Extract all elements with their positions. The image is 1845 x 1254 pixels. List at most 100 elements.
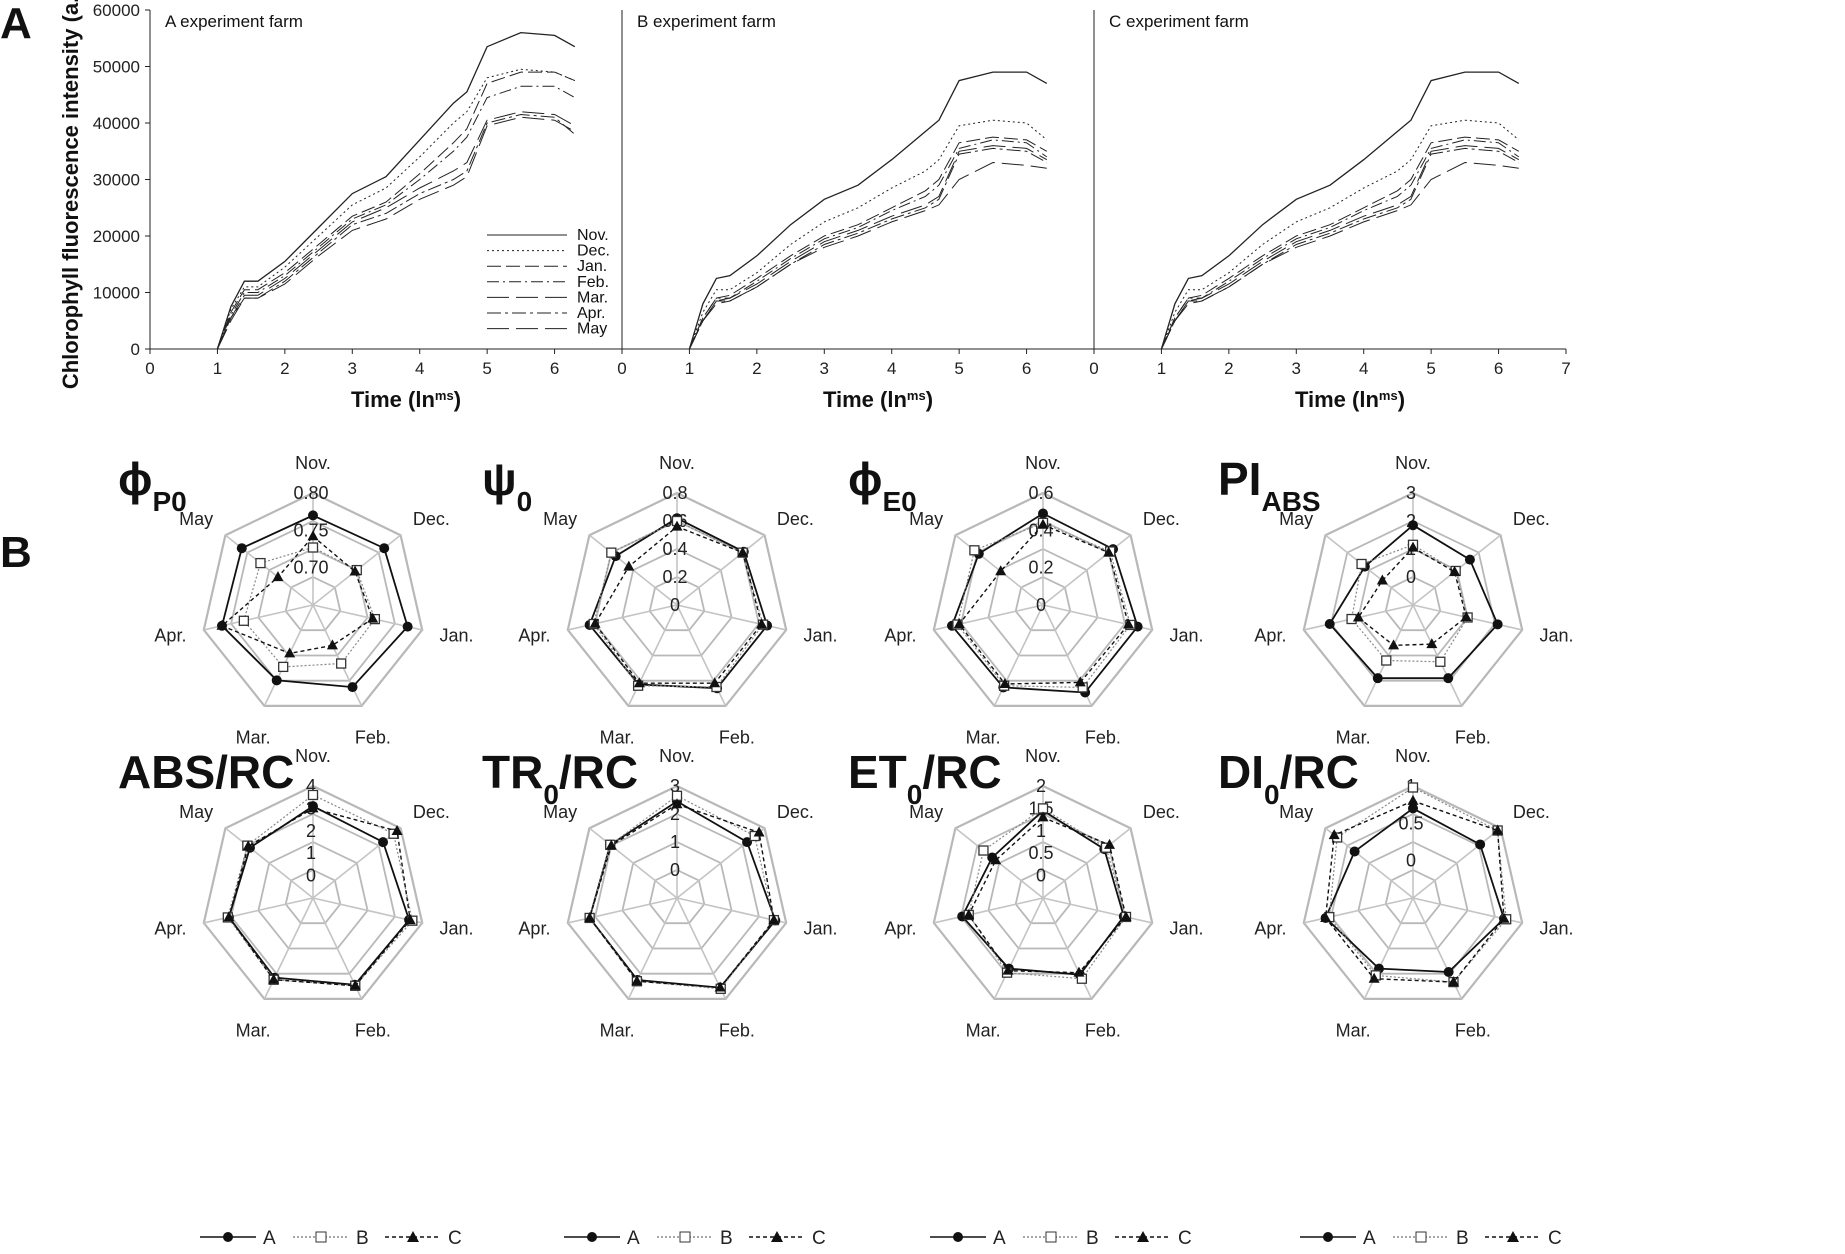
radar-point-c [589,617,601,628]
radar-axis-label: Feb. [1455,727,1491,747]
radar-grid-ring [960,813,1126,975]
x-tick-label: 4 [887,359,896,378]
radar-point-c [1407,541,1419,552]
radar-title: ET0/RC [848,746,1002,810]
radar-point-b [336,658,347,669]
x-axis-title-sup: ms [435,388,454,403]
radar-series-b [243,546,376,668]
radar-legend: A B C [200,1228,462,1249]
radar-axis-label: Apr. [518,919,550,939]
radar-title-main: TR [482,746,543,798]
legend-marker-square [1045,1231,1057,1243]
radar-point-c [1328,829,1340,840]
radar-series-a [950,512,1139,694]
radar-point-c [1426,638,1438,649]
radar-series-b [227,794,414,987]
radar-point-c [1407,794,1419,805]
x-tick-label: 6 [550,359,559,378]
radar-point-a [1443,966,1454,977]
panel-label-a: A [0,0,32,48]
radar-grid-ring [987,841,1099,950]
radar-axis-label: Mar. [600,1020,635,1040]
radar-grid-ring [1014,576,1072,632]
x-tick-label: 3 [348,359,357,378]
radar-axis-label: Jan. [804,626,838,646]
radar-point-c [1320,911,1332,922]
radar-point-c [349,565,361,576]
legend-label: C [1548,1228,1562,1249]
radar-axis-label: Feb. [719,1020,755,1040]
radar-point-c [1120,910,1132,921]
x-tick-label: 2 [1224,359,1233,378]
radar-series-c [220,535,374,655]
radar-axis-label: Nov. [1395,746,1431,766]
radar-title-main: ψ [482,453,517,505]
radar-ring-label: 3 [670,776,680,796]
radar-axis-label: May [543,509,577,529]
radar-point-b [978,845,989,856]
x-axis-title-main: Time (ln [351,387,435,412]
radar-grid-ring [1330,520,1496,682]
radar-axis-label: Nov. [1395,453,1431,473]
radar-ring-label: 3 [1406,483,1416,503]
radar-point-c [1368,972,1380,983]
radar-point-c [631,975,643,986]
radar-axis-label: Dec. [777,802,814,822]
radar-series-a [221,514,409,689]
radar-axis-label: Nov. [1025,453,1061,473]
radar-axis-label: Mar. [600,727,635,747]
radar-title-suffix: /RC [1280,746,1359,798]
radar-axis-label: Mar. [236,1020,271,1040]
legend-marker-square [1415,1231,1427,1243]
radar-axis-label: Mar. [966,727,1001,747]
radar-grid-ring [648,576,706,632]
legend-label: B [356,1228,369,1249]
legend-label: A [263,1228,276,1249]
radar-point-c [623,560,635,571]
legend-marker-square [679,1231,691,1243]
y-tick-label: 40000 [93,114,140,133]
radar-point-a [236,543,247,554]
radar-axis-label: Mar. [1336,1020,1371,1040]
radar-point-c [307,530,319,541]
radar-point-c [1002,964,1014,975]
radar-point-a [1408,803,1418,814]
x-tick-label: 0 [1089,359,1098,378]
series-line-mar [1160,145,1520,350]
radar-ring-label: 0.2 [662,567,687,587]
legend-label: B [1456,1228,1469,1249]
radar-title-main: ABS/RC [118,746,294,798]
radar-point-a [1349,846,1360,857]
radar-ring-label: 0.4 [662,539,687,559]
radar-axis-label: Jan. [1540,919,1574,939]
radar-ring-label: 0.75 [293,520,328,540]
legend-label: Jan. [577,258,607,275]
radar-axis-label: Nov. [659,453,695,473]
radar-ring-label: 1 [306,843,316,863]
radar-point-c [756,618,768,629]
y-tick-label: 10000 [93,284,140,303]
radar-point-c [1074,676,1086,687]
subplot-title: A experiment farm [165,12,303,31]
panel-a-line-charts: 0 10000 20000 30000 40000 50000 60000 Chlorophy… [58,0,1571,412]
radar-axis-label: May [1279,802,1313,822]
radar-point-a [402,621,413,632]
legend-label: C [448,1228,462,1249]
radar-point-c [272,571,284,582]
series-line-may [1160,161,1519,350]
radar-ring-label: 0.5 [1028,843,1053,863]
radar-chart-1: Nov. Dec. Jan. Feb. Mar. Apr. May 0.80 0.75 0.70 ϕ… [118,453,474,747]
radar-point-c [1073,966,1085,977]
line-subplot-2: 0 1 2 3 4 5 6 B experiment farm Time (lnms) [617,10,1094,412]
legend-label: C [1178,1228,1192,1249]
radar-title: DI0/RC [1218,746,1359,810]
series-line-may [216,116,576,350]
series-line-nov [1160,71,1520,350]
legend-label: A [627,1228,640,1249]
series-line-apr [1160,147,1520,350]
x-tick-label: 6 [1494,359,1503,378]
radar-axis-label: May [909,802,943,822]
radar-axis-label: Feb. [1085,1020,1121,1040]
radar-point-a [1464,554,1475,565]
